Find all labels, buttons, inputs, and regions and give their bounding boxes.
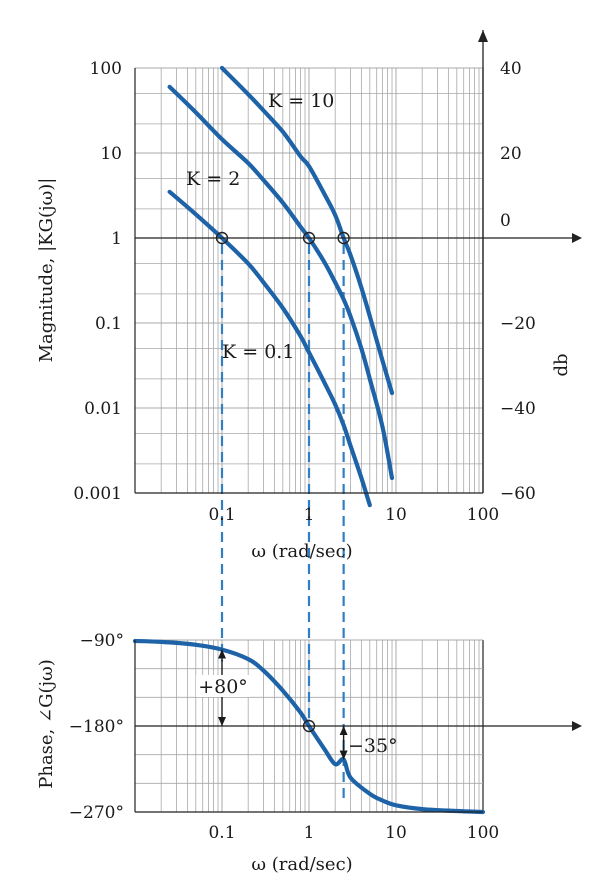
magnitude-y-tick-label: 0.01: [84, 399, 122, 419]
phase-x-axis-label: ω (rad/sec): [251, 854, 352, 875]
curve-label-k01: K = 0.1: [222, 341, 294, 363]
phase-y-tick-label: −90°: [80, 631, 124, 651]
db-tick-label: 20: [500, 144, 522, 164]
phase-x-tick-label: 100: [467, 823, 499, 843]
phase-y-tick-label: −270°: [69, 803, 124, 823]
curve-label-k2: K = 2: [186, 168, 240, 190]
magnitude-x-tick-label: 0.1: [208, 505, 235, 525]
phase-axis-arrowhead: [572, 721, 582, 731]
crossover-dashed-lines: [220, 244, 345, 800]
phase-x-tick-label: 0.1: [208, 823, 235, 843]
magnitude-crossover-marker-1: [302, 231, 316, 245]
annotation-plus-80-text: +80°: [198, 676, 248, 698]
magnitude-crossover-marker-2: [337, 231, 350, 245]
magnitude-x-tick-label: 1: [304, 505, 315, 525]
magnitude-y-tick-label: 10: [100, 144, 122, 164]
magnitude-curve-k10: [219, 65, 395, 396]
annotation-minus-35-text: −35°: [348, 735, 398, 757]
phase-crossover-marker-0: [302, 719, 316, 733]
db-tick-label: 40: [500, 59, 522, 79]
db-axis-arrowhead: [478, 30, 488, 42]
phase-axis-label: Phase, ∠G(jω): [36, 659, 57, 789]
annotation-plus-80: +80°: [196, 649, 250, 726]
annotation-minus-35: −35°: [342, 726, 398, 760]
phase-y-tick-label: −180°: [69, 717, 124, 737]
magnitude-curve-k01: [167, 189, 372, 508]
magnitude-x-tick-label: 100: [467, 505, 499, 525]
magnitude-curve-k2: [167, 84, 395, 481]
magnitude-y-tick-label: 100: [90, 59, 122, 79]
magnitude-x-axis-label: ω (rad/sec): [251, 541, 352, 562]
magnitude-axis-arrowhead: [572, 233, 582, 243]
db-tick-label: −60: [500, 484, 536, 504]
magnitude-y-tick-label: 0.1: [95, 314, 122, 334]
magnitude-y-tick-label: 1: [111, 229, 122, 249]
magnitude-x-tick-label: 10: [385, 505, 407, 525]
db-tick-label: −20: [500, 314, 536, 334]
curve-label-k10: K = 10: [268, 90, 334, 112]
phase-x-tick-label: 1: [304, 823, 315, 843]
db-tick-label: 0: [500, 211, 511, 231]
magnitude-y-tick-label: 0.001: [73, 484, 122, 504]
magnitude-crossover-marker-0: [215, 231, 229, 245]
db-tick-label: −40: [500, 399, 536, 419]
db-axis-label: db: [551, 353, 572, 376]
phase-x-tick-label: 10: [385, 823, 407, 843]
magnitude-axis-label: Magnitude, |KG(jω)|: [36, 178, 57, 363]
axes: [134, 30, 582, 813]
